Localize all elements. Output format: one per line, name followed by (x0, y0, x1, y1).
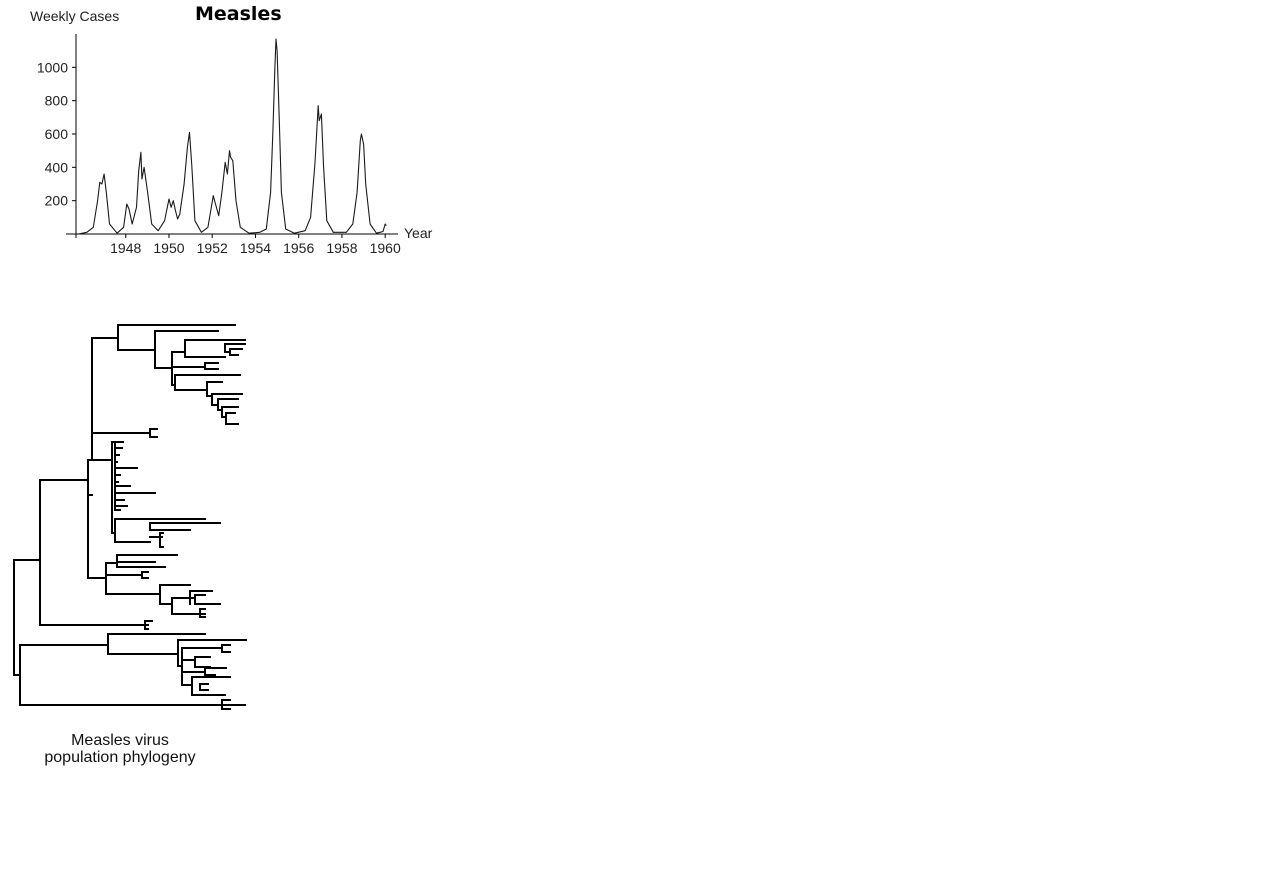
caption-line-2: population phylogeny (44, 749, 196, 766)
weekly-cases-line (78, 38, 387, 235)
y-tick-label: 600 (45, 126, 69, 142)
x-tick-label: 1950 (153, 240, 184, 256)
phylogeny-caption: Measles virus population phylogeny (20, 732, 220, 766)
y-axis-label: Weekly Cases (30, 8, 119, 24)
measles-cases-chart: Weekly Cases Measles 200 400 600 800 1000 19… (30, 3, 433, 256)
y-tick-label: 400 (45, 159, 69, 175)
tree-branches (13, 324, 247, 710)
caption-line-1: Measles virus (71, 732, 169, 749)
y-tick-label: 1000 (37, 59, 68, 75)
x-ticks: 1948 1950 1952 1954 1956 1958 1960 (110, 234, 401, 256)
phylogeny-tree (13, 324, 247, 710)
x-tick-label: 1958 (326, 240, 357, 256)
x-tick-label: 1954 (240, 240, 271, 256)
x-tick-label: 1948 (110, 240, 141, 256)
x-tick-label: 1960 (370, 240, 401, 256)
y-ticks: 200 400 600 800 1000 (37, 59, 76, 209)
x-tick-label: 1952 (197, 240, 228, 256)
x-axis-label: Year (404, 225, 433, 241)
y-tick-label: 200 (45, 193, 69, 209)
x-tick-label: 1956 (283, 240, 314, 256)
chart-title: Measles (195, 3, 282, 25)
y-tick-label: 800 (45, 93, 69, 109)
